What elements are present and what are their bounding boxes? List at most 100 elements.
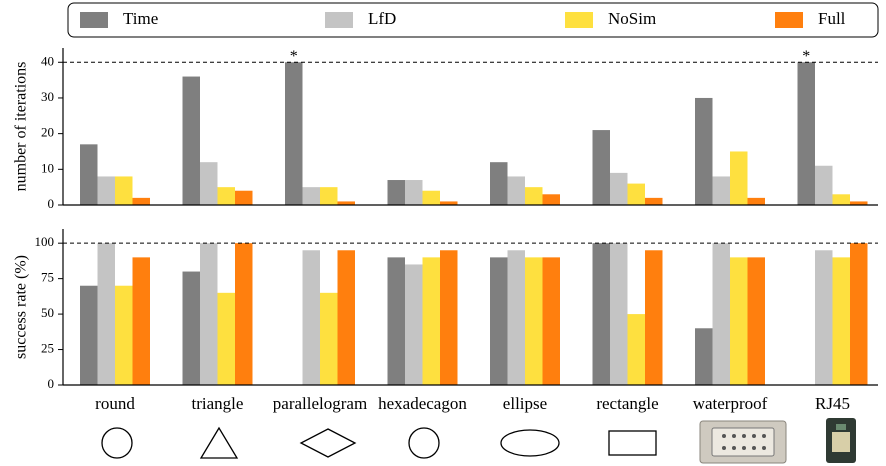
legend-swatch — [80, 12, 108, 28]
bar — [440, 250, 458, 385]
legend-swatch — [565, 12, 593, 28]
bar — [388, 180, 406, 205]
bar — [490, 162, 508, 205]
legend-label: Time — [123, 9, 158, 28]
bar — [338, 250, 356, 385]
icon-round — [102, 428, 132, 458]
bar — [490, 257, 508, 385]
bar — [645, 250, 663, 385]
y-tick-label: 0 — [48, 376, 55, 391]
bar — [713, 176, 731, 205]
x-tick-label: parallelogram — [273, 394, 367, 413]
bar — [815, 250, 833, 385]
bar — [303, 187, 321, 205]
y-tick-label: 100 — [35, 234, 55, 249]
bar — [133, 198, 151, 205]
bar — [183, 77, 201, 205]
icon-hexadecagon — [409, 428, 439, 458]
y-tick-label: 25 — [41, 341, 54, 356]
bar — [98, 243, 116, 385]
y-tick-label: 40 — [41, 53, 54, 68]
x-tick-label: triangle — [192, 394, 244, 413]
bar — [593, 243, 611, 385]
bar — [200, 243, 218, 385]
bar — [850, 243, 868, 385]
y-tick-label: 30 — [41, 89, 54, 104]
legend-swatch — [325, 12, 353, 28]
bar — [218, 187, 236, 205]
bar — [235, 243, 253, 385]
bar — [610, 173, 628, 205]
bar — [695, 98, 713, 205]
icon-ellipse — [501, 430, 559, 456]
legend-label: LfD — [368, 9, 396, 28]
shape-icons — [102, 428, 656, 458]
bar — [405, 180, 423, 205]
bar — [525, 187, 543, 205]
bar — [235, 191, 253, 205]
icon-parallelogram — [301, 429, 355, 457]
y-tick-label: 0 — [48, 196, 55, 211]
y-tick-label: 50 — [41, 305, 54, 320]
bar — [543, 257, 561, 385]
bar — [115, 286, 133, 385]
bar — [133, 257, 151, 385]
y-axis-label: number of iterations — [13, 62, 30, 192]
legend-label: NoSim — [608, 9, 656, 28]
x-tick-label: rectangle — [596, 394, 658, 413]
bar — [610, 243, 628, 385]
y-axis-label: success rate (%) — [13, 255, 30, 359]
y-tick-label: 10 — [41, 160, 54, 175]
bar — [815, 166, 833, 205]
bar — [628, 314, 646, 385]
legend-box — [68, 3, 878, 37]
icon-triangle — [201, 428, 237, 458]
legend-swatch — [775, 12, 803, 28]
bar — [320, 293, 338, 385]
bar — [833, 194, 851, 205]
icon-waterproof — [700, 421, 786, 463]
bar — [798, 62, 816, 205]
annotation: * — [802, 48, 810, 65]
bar — [543, 194, 561, 205]
bar — [730, 151, 748, 205]
bar — [320, 187, 338, 205]
bar — [80, 144, 98, 205]
bar — [98, 176, 116, 205]
bar — [525, 257, 543, 385]
bar — [730, 257, 748, 385]
bar — [303, 250, 321, 385]
bar — [593, 130, 611, 205]
bar — [508, 176, 526, 205]
bar — [748, 257, 766, 385]
x-tick-label: RJ45 — [815, 394, 850, 413]
icon-rj45 — [826, 418, 856, 463]
bar — [833, 257, 851, 385]
legend-label: Full — [818, 9, 846, 28]
bar — [645, 198, 663, 205]
x-tick-label: round — [95, 394, 135, 413]
x-tick-label: hexadecagon — [378, 394, 467, 413]
bar — [388, 257, 406, 385]
x-tick-label: ellipse — [503, 394, 547, 413]
bar — [405, 264, 423, 385]
y-tick-label: 75 — [41, 270, 54, 285]
bar — [423, 257, 441, 385]
bar — [285, 62, 303, 205]
bar — [80, 286, 98, 385]
y-tick-label: 20 — [41, 125, 54, 140]
bar — [423, 191, 441, 205]
bar — [200, 162, 218, 205]
x-tick-label: waterproof — [693, 394, 768, 413]
bar — [628, 184, 646, 205]
bar — [713, 243, 731, 385]
bar — [508, 250, 526, 385]
bar — [218, 293, 236, 385]
bar — [695, 328, 713, 385]
annotation: * — [290, 48, 298, 65]
bar — [183, 272, 201, 385]
icon-rectangle — [609, 431, 656, 455]
bar — [748, 198, 766, 205]
bar — [115, 176, 133, 205]
figure: Time LfD NoSim Full 0 10 20 30 40 number of itera… — [0, 0, 886, 466]
